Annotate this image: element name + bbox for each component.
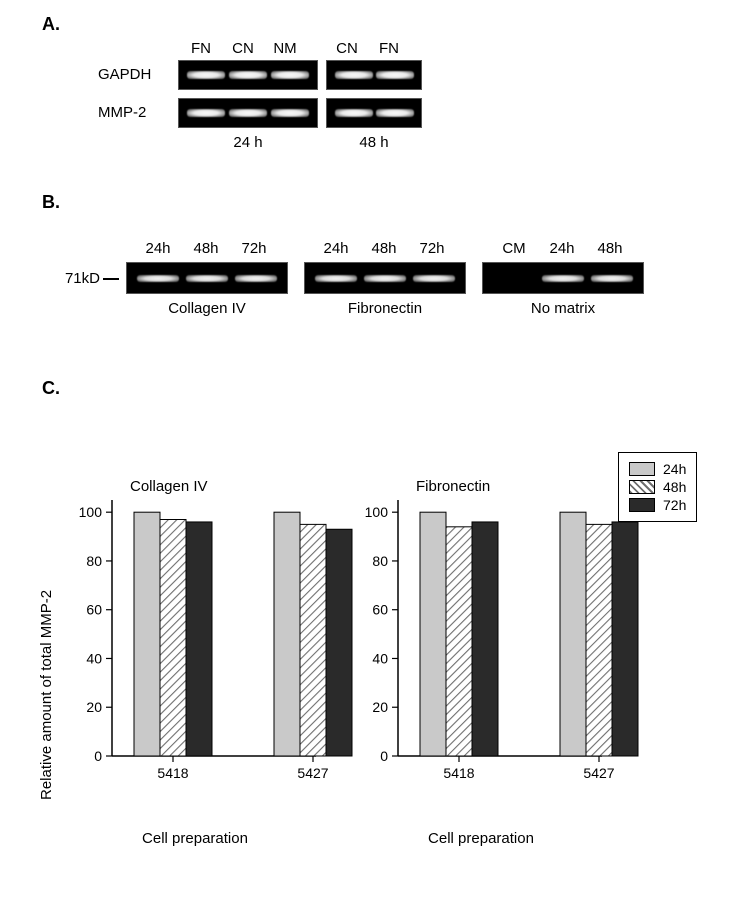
gel-band: [315, 275, 357, 282]
svg-text:5418: 5418: [157, 765, 188, 781]
panel-b-nomatrix-lane-0: CM: [490, 240, 538, 257]
panel-b-fibronectin-lane-0: 24h: [312, 240, 360, 257]
panel-a-right-time: 48 h: [326, 134, 422, 151]
gel-band: [186, 275, 228, 282]
panel-b-fibronectin-lane-1: 48h: [360, 240, 408, 257]
panel-a-mmp2-left-gel: [178, 98, 318, 128]
legend-item-48h: 48h: [629, 479, 686, 495]
svg-text:20: 20: [86, 699, 102, 715]
legend-label-48h: 48h: [663, 479, 686, 495]
panel-b-collagen-lane-0: 24h: [134, 240, 182, 257]
panel-a-mmp2-label: MMP-2: [98, 104, 168, 121]
gel-band: [591, 275, 633, 282]
panel-b-size-label: 71kD: [50, 270, 100, 287]
svg-text:100: 100: [79, 504, 103, 520]
legend-item-24h: 24h: [629, 461, 686, 477]
gel-band: [335, 109, 373, 117]
panel-b-nomatrix-gel: [482, 262, 644, 294]
legend-label-72h: 72h: [663, 497, 686, 513]
gel-band: [229, 109, 267, 117]
svg-text:80: 80: [372, 553, 388, 569]
panel-a-gapdh-label: GAPDH: [98, 66, 168, 83]
panel-b-size-tick: [103, 278, 119, 280]
panel-c-fibronectin-title: Fibronectin: [416, 478, 536, 495]
gel-band: [376, 71, 414, 79]
panel-c-collagen-xlabel: Cell preparation: [70, 830, 320, 847]
panel-a-left-lane-0: FN: [186, 40, 216, 57]
panel-a-left-time: 24 h: [178, 134, 318, 151]
legend-swatch-48h: [629, 480, 655, 494]
panel-b-collagen-lane-1: 48h: [182, 240, 230, 257]
panel-a-gapdh-left-gel: [178, 60, 318, 90]
panel-b-nomatrix-lane-2: 48h: [586, 240, 634, 257]
panel-a-gapdh-right-gel: [326, 60, 422, 90]
gel-band: [413, 275, 455, 282]
svg-text:60: 60: [86, 602, 102, 618]
panel-c-legend: 24h 48h 72h: [618, 452, 697, 522]
panel-c-collagen-title: Collagen IV: [130, 478, 250, 495]
panel-b-fibronectin-lane-2: 72h: [408, 240, 456, 257]
panel-c-label: C.: [42, 378, 60, 399]
panel-b-collagen-name: Collagen IV: [126, 300, 288, 317]
svg-text:0: 0: [94, 748, 102, 764]
svg-text:80: 80: [86, 553, 102, 569]
gel-band: [187, 71, 225, 79]
panel-b-nomatrix-name: No matrix: [482, 300, 644, 317]
svg-text:60: 60: [372, 602, 388, 618]
legend-swatch-72h: [629, 498, 655, 512]
panel-c-fibronectin-chart: 02040608010054185427: [356, 490, 606, 785]
svg-text:20: 20: [372, 699, 388, 715]
panel-b-collagen-lane-2: 72h: [230, 240, 278, 257]
panel-c-ylabel: Relative amount of total MMP-2: [38, 590, 55, 800]
gel-band: [542, 275, 584, 282]
svg-text:5418: 5418: [443, 765, 474, 781]
svg-text:5427: 5427: [297, 765, 328, 781]
legend-swatch-24h: [629, 462, 655, 476]
panel-a-left-lane-1: CN: [228, 40, 258, 57]
panel-c-fibronectin-xlabel: Cell preparation: [356, 830, 606, 847]
gel-empty-lane: [493, 275, 535, 282]
panel-a-label: A.: [42, 14, 60, 35]
panel-b-label: B.: [42, 192, 60, 213]
gel-band: [187, 109, 225, 117]
panel-b-collagen-gel: [126, 262, 288, 294]
gel-band: [271, 109, 309, 117]
panel-b-fibronectin-gel: [304, 262, 466, 294]
panel-a-right-lane-0: CN: [332, 40, 362, 57]
svg-text:100: 100: [365, 504, 389, 520]
panel-a-right-lane-1: FN: [374, 40, 404, 57]
gel-band: [271, 71, 309, 79]
panel-b-nomatrix-lane-1: 24h: [538, 240, 586, 257]
legend-label-24h: 24h: [663, 461, 686, 477]
svg-text:0: 0: [380, 748, 388, 764]
gel-band: [137, 275, 179, 282]
panel-b-fibronectin-name: Fibronectin: [304, 300, 466, 317]
gel-band: [376, 109, 414, 117]
svg-text:40: 40: [86, 650, 102, 666]
gel-band: [235, 275, 277, 282]
svg-text:40: 40: [372, 650, 388, 666]
gel-band: [364, 275, 406, 282]
svg-text:5427: 5427: [583, 765, 614, 781]
panel-a-left-lane-2: NM: [270, 40, 300, 57]
panel-a-mmp2-right-gel: [326, 98, 422, 128]
gel-band: [229, 71, 267, 79]
legend-item-72h: 72h: [629, 497, 686, 513]
panel-c-collagen-chart: 02040608010054185427: [70, 490, 320, 785]
gel-band: [335, 71, 373, 79]
